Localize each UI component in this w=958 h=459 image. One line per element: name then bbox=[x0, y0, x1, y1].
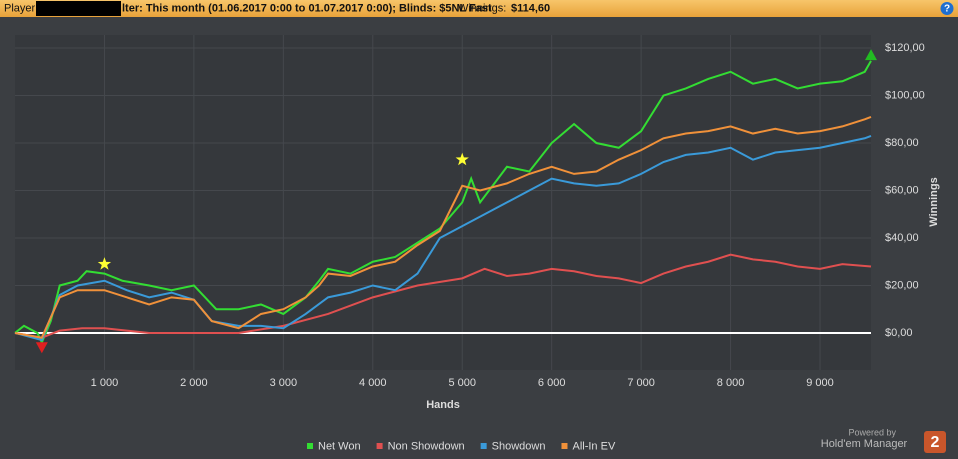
legend-swatch bbox=[480, 443, 487, 449]
help-text[interactable]: ? bbox=[944, 4, 950, 15]
y-tick-label: $40,00 bbox=[885, 232, 919, 244]
filter-text: lter: This month (01.06.2017 0:00 to 01.… bbox=[122, 2, 492, 14]
winnings-label: Winnings: bbox=[458, 2, 506, 14]
legend-swatch bbox=[376, 443, 383, 449]
y-tick-label: $20,00 bbox=[885, 279, 919, 291]
marker bbox=[865, 49, 877, 61]
legend-label: Showdown bbox=[492, 440, 546, 452]
series-line bbox=[14, 253, 872, 339]
x-tick-label: 5 000 bbox=[448, 377, 476, 389]
x-tick-label: 9 000 bbox=[806, 377, 834, 389]
legend-label: Net Won bbox=[318, 440, 361, 452]
x-tick-label: 4 000 bbox=[359, 377, 387, 389]
legend-label: Non Showdown bbox=[388, 440, 465, 452]
series-line bbox=[14, 134, 872, 342]
brand: Hold'em Manager bbox=[821, 438, 908, 450]
series-line bbox=[14, 60, 872, 345]
winnings-value: $114,60 bbox=[511, 2, 550, 14]
header-bar bbox=[0, 0, 958, 17]
series-line bbox=[14, 115, 872, 339]
legend-label: All-In EV bbox=[572, 440, 615, 452]
x-tick-label: 7 000 bbox=[627, 377, 655, 389]
logo bbox=[924, 431, 946, 453]
marker bbox=[455, 152, 469, 166]
y-axis-title: Winnings bbox=[928, 177, 940, 226]
help-icon[interactable] bbox=[940, 2, 954, 15]
logo-text: 2 bbox=[931, 434, 940, 451]
x-tick-label: 1 000 bbox=[91, 377, 119, 389]
y-tick-label: $120,00 bbox=[885, 42, 925, 54]
y-tick-label: $80,00 bbox=[885, 137, 919, 149]
y-tick-label: $100,00 bbox=[885, 89, 925, 101]
x-tick-label: 6 000 bbox=[538, 377, 566, 389]
player-label: Player bbox=[4, 2, 36, 14]
y-tick-label: $0,00 bbox=[885, 327, 913, 339]
x-tick-label: 2 000 bbox=[180, 377, 208, 389]
powered-by: Powered by bbox=[848, 427, 896, 437]
x-axis-title: Hands bbox=[426, 399, 460, 411]
legend-swatch bbox=[561, 443, 568, 449]
marker bbox=[97, 257, 112, 270]
x-tick-label: 3 000 bbox=[270, 377, 298, 389]
redaction bbox=[36, 1, 121, 16]
plot-area bbox=[15, 35, 871, 370]
marker bbox=[35, 342, 48, 354]
x-tick-label: 8 000 bbox=[717, 377, 745, 389]
y-tick-label: $60,00 bbox=[885, 184, 919, 196]
legend-swatch bbox=[307, 443, 313, 449]
